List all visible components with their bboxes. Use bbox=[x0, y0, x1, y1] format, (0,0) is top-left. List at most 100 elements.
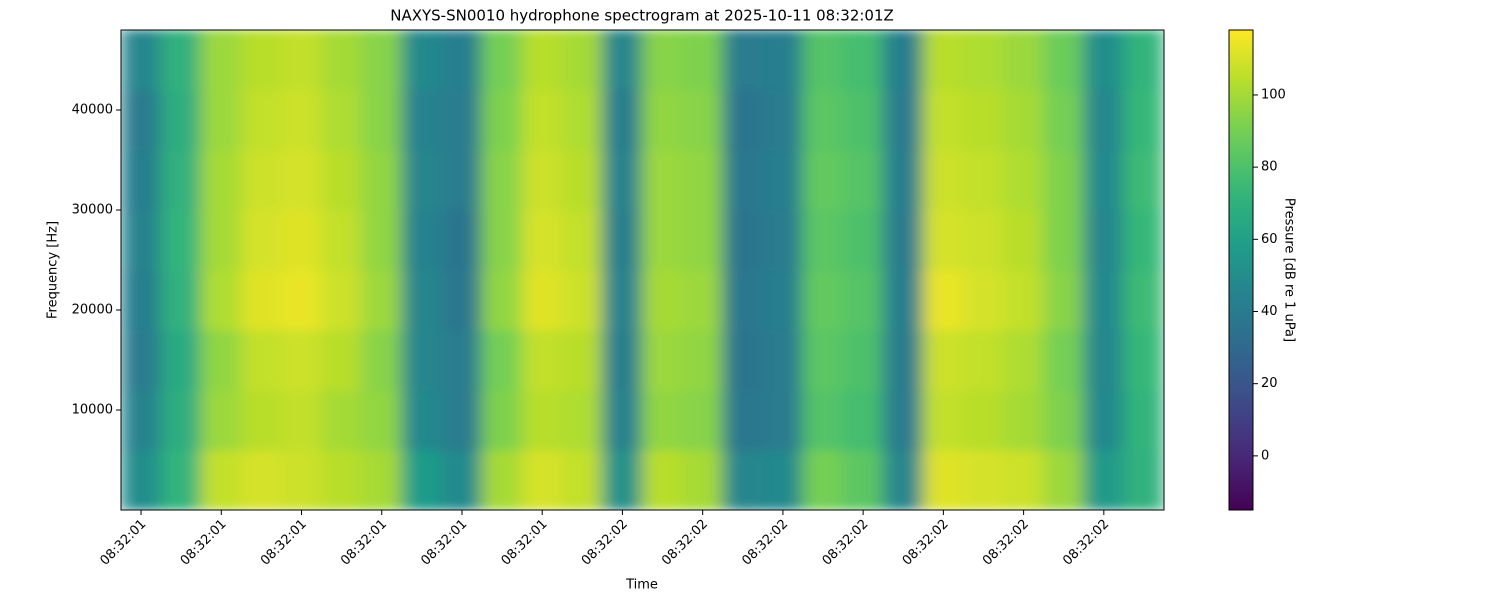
spectrogram-cell bbox=[280, 209, 323, 271]
spectrogram-cell bbox=[441, 30, 483, 91]
x-tick-label: 08:32:02 bbox=[659, 517, 711, 569]
spectrogram-cell bbox=[882, 209, 924, 271]
spectrogram-cell bbox=[802, 269, 844, 331]
spectrogram-cell bbox=[561, 30, 603, 91]
spectrogram-cell bbox=[240, 269, 282, 331]
spectrogram-cell bbox=[802, 389, 844, 451]
spectrogram-cell bbox=[1043, 389, 1085, 451]
spectrogram-cell bbox=[121, 149, 162, 211]
spectrogram-cell bbox=[441, 209, 483, 271]
colorbar bbox=[1228, 29, 1254, 511]
spectrogram-cell bbox=[1003, 209, 1045, 271]
spectrogram-cell bbox=[441, 389, 483, 451]
spectrogram-cell bbox=[922, 389, 964, 451]
spectrogram-cell bbox=[762, 149, 804, 211]
spectrogram-cell bbox=[121, 89, 162, 151]
spectrogram-cell bbox=[962, 329, 1005, 391]
spectrogram-cell bbox=[802, 89, 844, 151]
x-tick-label: 08:32:01 bbox=[418, 517, 470, 569]
spectrogram-cell bbox=[842, 269, 884, 331]
spectrogram-cell bbox=[762, 209, 804, 271]
spectrogram-cell bbox=[200, 30, 242, 91]
spectrogram-cell bbox=[240, 389, 282, 451]
spectrogram-cell bbox=[722, 389, 764, 451]
spectrogram-cell bbox=[1083, 149, 1125, 211]
spectrogram-cell bbox=[601, 449, 643, 510]
spectrogram-cell bbox=[762, 269, 804, 331]
colorbar-tick-label: 100 bbox=[1261, 87, 1286, 102]
spectrogram-cell bbox=[441, 329, 483, 391]
spectrogram-cell bbox=[321, 89, 363, 151]
spectrogram-cell bbox=[682, 269, 724, 331]
spectrogram-cell bbox=[962, 89, 1005, 151]
spectrogram-cell bbox=[481, 389, 523, 451]
spectrogram-cell bbox=[240, 449, 282, 510]
spectrogram-cell bbox=[682, 209, 724, 271]
spectrogram-cell bbox=[561, 389, 603, 451]
spectrogram-cell bbox=[401, 89, 443, 151]
spectrogram-cell bbox=[601, 329, 643, 391]
colorbar-label: Pressure [dB re 1 uPa] bbox=[1282, 198, 1297, 342]
spectrogram-cell bbox=[842, 389, 884, 451]
spectrogram-cell bbox=[321, 329, 363, 391]
spectrogram-cell bbox=[1123, 389, 1164, 451]
spectrogram-cell bbox=[561, 209, 603, 271]
spectrogram-cell bbox=[682, 149, 724, 211]
spectrogram-cell bbox=[922, 329, 964, 391]
spectrogram-cell bbox=[160, 89, 202, 151]
spectrogram-cell bbox=[601, 89, 643, 151]
y-tick-label: 30000 bbox=[72, 203, 113, 218]
spectrogram-cell bbox=[642, 269, 684, 331]
spectrogram-cell bbox=[321, 149, 363, 211]
spectrogram-cell bbox=[922, 30, 964, 91]
colorbar-tick-label: 80 bbox=[1261, 160, 1278, 175]
spectrogram-cell bbox=[1123, 329, 1164, 391]
spectrogram-cell bbox=[1083, 389, 1125, 451]
colorbar-tick-label: 60 bbox=[1261, 232, 1278, 247]
spectrogram-cell bbox=[601, 389, 643, 451]
spectrogram-cell bbox=[802, 209, 844, 271]
spectrogram-cell bbox=[722, 89, 764, 151]
spectrogram-cell bbox=[722, 269, 764, 331]
spectrogram-cell bbox=[922, 209, 964, 271]
spectrogram-cell bbox=[922, 269, 964, 331]
spectrogram-cell bbox=[842, 209, 884, 271]
spectrogram-cell bbox=[401, 149, 443, 211]
spectrogram-cell bbox=[601, 149, 643, 211]
spectrogram-cell bbox=[160, 209, 202, 271]
spectrogram-cell bbox=[962, 30, 1005, 91]
spectrogram-cell bbox=[280, 449, 323, 510]
spectrogram-cell bbox=[642, 89, 684, 151]
spectrogram-cell bbox=[561, 89, 603, 151]
spectrogram-cell bbox=[762, 89, 804, 151]
spectrogram-cell bbox=[200, 329, 242, 391]
spectrogram-cell bbox=[882, 30, 924, 91]
spectrogram-cell bbox=[401, 389, 443, 451]
spectrogram-cell bbox=[682, 389, 724, 451]
spectrogram-cell bbox=[842, 89, 884, 151]
spectrogram-cell bbox=[481, 209, 523, 271]
spectrogram-cell bbox=[321, 209, 363, 271]
spectrogram-cell bbox=[882, 149, 924, 211]
spectrogram-cell bbox=[401, 269, 443, 331]
spectrogram-cell bbox=[722, 149, 764, 211]
spectrogram-cell bbox=[561, 329, 603, 391]
spectrogram-cell bbox=[200, 269, 242, 331]
spectrogram-cell bbox=[481, 30, 523, 91]
spectrogram-cell bbox=[521, 269, 563, 331]
spectrogram-cell bbox=[321, 389, 363, 451]
spectrogram-cell bbox=[922, 149, 964, 211]
spectrogram-cell bbox=[1083, 269, 1125, 331]
spectrogram-cell bbox=[962, 209, 1005, 271]
spectrogram-cell bbox=[842, 329, 884, 391]
spectrogram-cell bbox=[922, 89, 964, 151]
spectrogram-cell bbox=[1123, 209, 1164, 271]
spectrogram-cell bbox=[441, 449, 483, 510]
spectrogram-cell bbox=[601, 209, 643, 271]
spectrogram-cell bbox=[481, 269, 523, 331]
spectrogram-cell bbox=[240, 89, 282, 151]
x-tick-label: 08:32:01 bbox=[258, 517, 310, 569]
spectrogram-cell bbox=[521, 389, 563, 451]
spectrogram-cell bbox=[521, 30, 563, 91]
spectrogram-cell bbox=[160, 269, 202, 331]
